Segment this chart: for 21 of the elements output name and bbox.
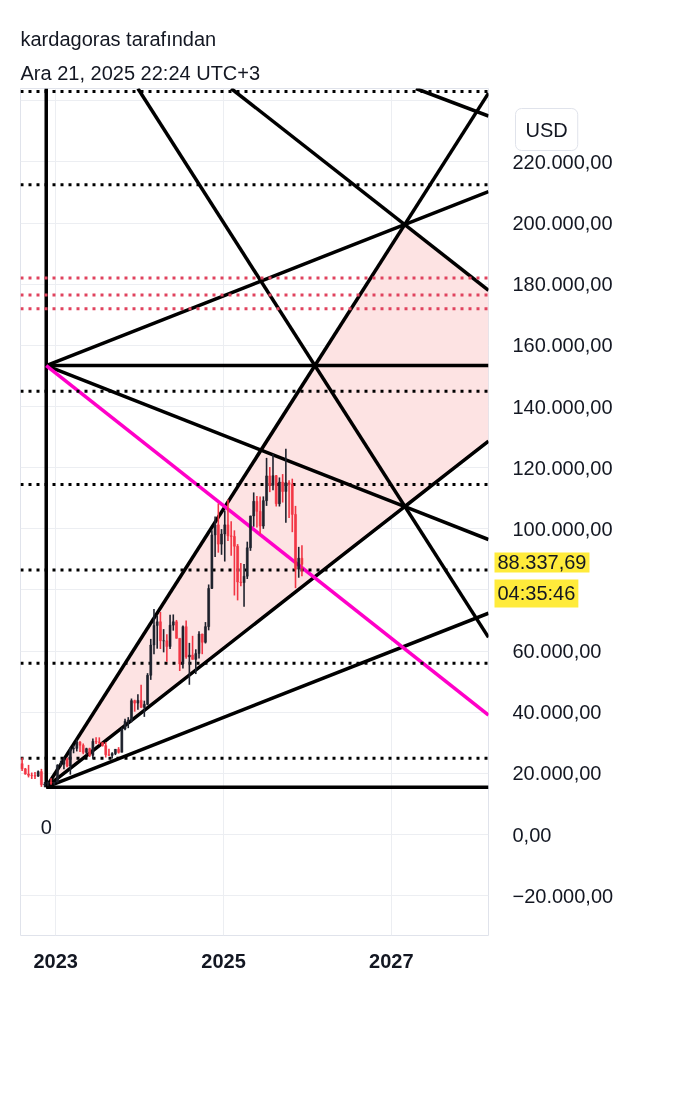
y-tick-label: 60.000,00 xyxy=(512,640,602,663)
y-tick-label: 140.000,00 xyxy=(512,395,613,418)
x-tick-label: 2025 xyxy=(201,949,246,972)
y-tick-label: 20.000,00 xyxy=(512,762,602,785)
text: 04:35:46 xyxy=(497,582,576,605)
annotation: 0 xyxy=(40,816,52,839)
x-tick-label: 2027 xyxy=(369,949,414,972)
y-tick-label: 40.000,00 xyxy=(512,701,602,724)
y-tick-label: 0,00 xyxy=(512,823,552,846)
text: 88.337,69 xyxy=(497,551,587,574)
x-tick-label: 2023 xyxy=(33,949,78,972)
text: USD xyxy=(525,118,568,141)
y-tick-label: −20.000,00 xyxy=(512,884,614,907)
y-tick-label: 200.000,00 xyxy=(512,212,613,235)
y-tick-label: 220.000,00 xyxy=(512,150,613,173)
chart-title: kardagoras tarafından xyxy=(20,27,217,50)
y-tick-label: 160.000,00 xyxy=(512,334,613,357)
y-tick-label: 100.000,00 xyxy=(512,517,613,540)
y-tick-label: 120.000,00 xyxy=(512,456,613,479)
chart-subtitle: Ara 21, 2025 22:24 UTC+3 xyxy=(20,61,261,84)
y-tick-label: 180.000,00 xyxy=(512,273,613,296)
